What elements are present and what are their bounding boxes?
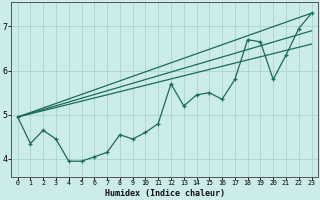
X-axis label: Humidex (Indice chaleur): Humidex (Indice chaleur) bbox=[105, 189, 225, 198]
